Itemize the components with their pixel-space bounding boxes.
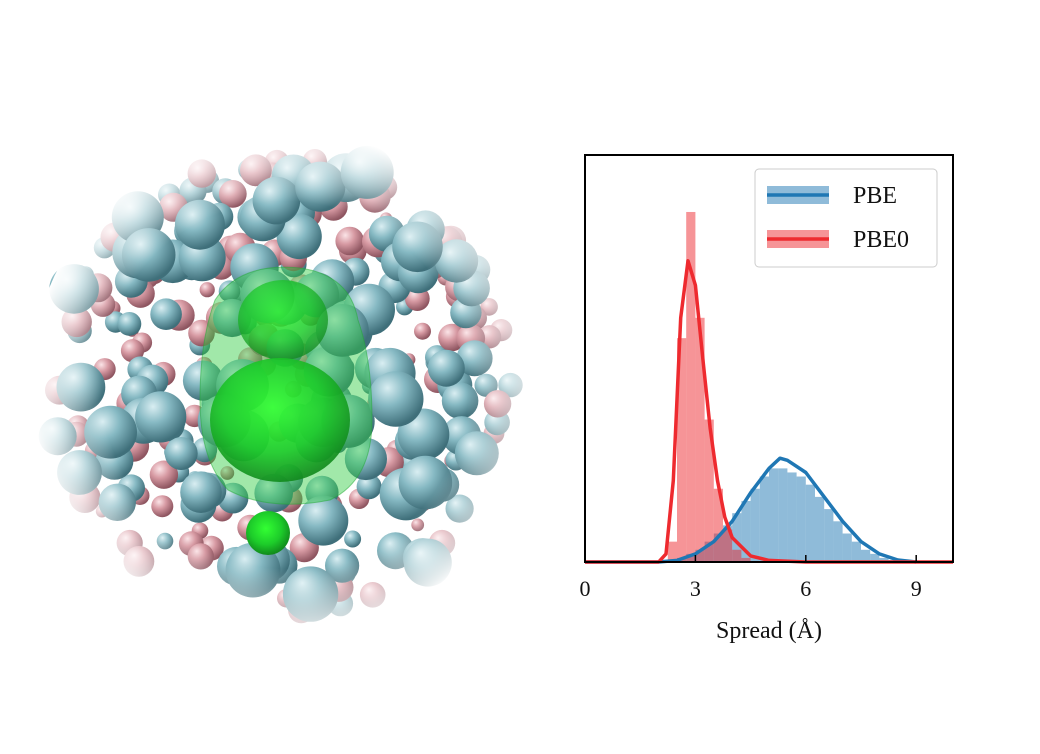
molecule-render (30, 130, 540, 640)
x-tick-label: 3 (690, 576, 701, 601)
histogram-bar (879, 557, 889, 562)
histogram-bar (851, 541, 861, 562)
histogram-bar (769, 468, 779, 562)
histogram-bar (667, 541, 677, 562)
histogram-bar (787, 472, 797, 562)
histogram-bar (861, 549, 871, 562)
histogram-bar (732, 513, 742, 562)
x-tick-label: 9 (911, 576, 922, 601)
histogram-bar (713, 488, 723, 562)
histogram-bar (870, 553, 880, 562)
histogram-bar (759, 476, 769, 562)
histogram-bar (778, 468, 788, 562)
histogram-bar (686, 211, 696, 563)
chart: 0 3 6 9 Spread (Å) PBE PBE0 (580, 154, 954, 644)
histogram-bar (677, 338, 687, 562)
histogram-bar (750, 488, 760, 562)
x-axis-label: Spread (Å) (716, 618, 822, 644)
x-tick-label: 0 (580, 576, 591, 601)
legend-label: PBE (853, 183, 897, 209)
histogram-bar (842, 533, 852, 562)
histogram-bar (824, 509, 834, 562)
histogram-bar (723, 529, 733, 562)
histogram-bar (741, 500, 751, 562)
legend-label: PBE0 (853, 227, 909, 253)
histogram-bar (741, 557, 751, 562)
x-tick-label: 6 (800, 576, 811, 601)
histogram-bar (815, 496, 825, 562)
histogram-bar (732, 549, 742, 562)
legend-box (754, 168, 938, 268)
histogram-bar (796, 476, 806, 562)
histogram-bar (704, 419, 714, 562)
plot-frame (584, 154, 954, 563)
histogram-bar (833, 521, 843, 562)
fit-line (585, 456, 917, 564)
histogram-bar (805, 484, 815, 562)
histogram-bar (695, 317, 705, 562)
edge-fade (30, 130, 540, 640)
